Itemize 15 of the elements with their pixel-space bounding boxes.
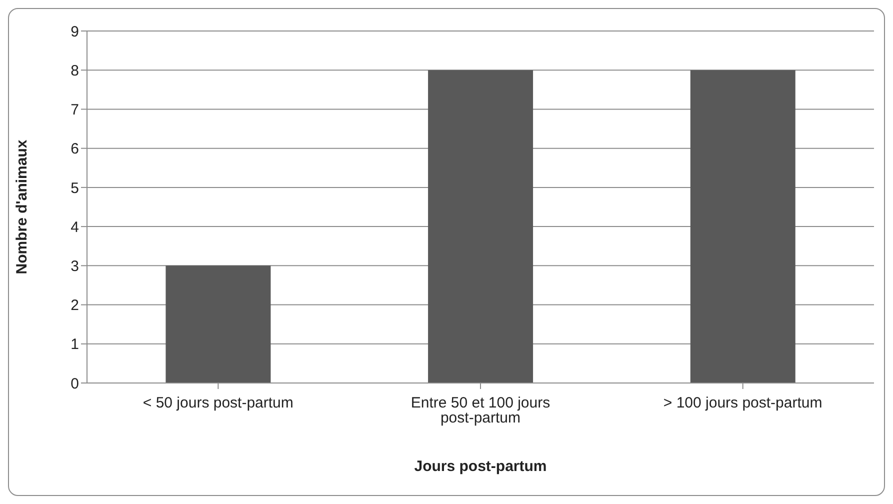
y-tick-label: 9	[70, 23, 79, 40]
x-tick-label: > 100 jours post-partum	[663, 394, 822, 412]
y-axis-title: Nombre d'animaux	[13, 139, 30, 274]
y-tick-label: 5	[70, 180, 79, 197]
x-tick-label: Entre 50 et 100 jours post-partum	[410, 394, 550, 427]
y-tick-label: 4	[70, 218, 79, 236]
x-tick-label: < 50 jours post-partum	[142, 394, 294, 412]
y-tick-label: 8	[70, 62, 79, 80]
y-tick-label: 1	[70, 336, 79, 354]
y-tick-label: 6	[70, 140, 79, 158]
x-axis-title: Jours post-partum	[414, 458, 547, 475]
y-tick-label: 3	[70, 258, 79, 275]
y-tick-label: 2	[70, 297, 79, 314]
y-tick-label: 0	[70, 375, 79, 392]
y-tick-label: 7	[70, 102, 79, 119]
